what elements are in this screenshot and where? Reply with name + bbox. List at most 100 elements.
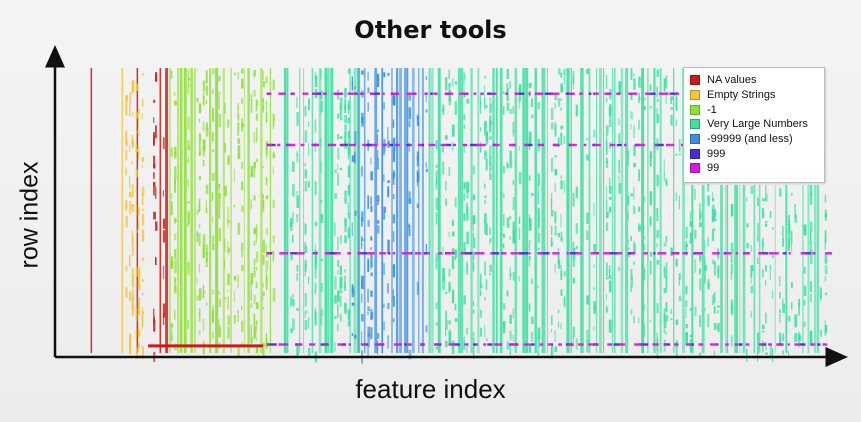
- mark-99999-and-less-segment: [367, 343, 369, 356]
- mark-very-large-numbers-segment: [665, 331, 667, 335]
- mark-very-large-numbers-segment: [296, 214, 299, 222]
- mark-very-large-numbers-segment: [337, 148, 340, 160]
- mark-1-segment: [272, 79, 275, 91]
- mark-very-large-numbers-segment: [563, 271, 566, 277]
- mark-very-large-numbers-segment: [512, 221, 515, 233]
- mark-99-row: [300, 143, 305, 147]
- slide-title: Other tools: [354, 16, 507, 44]
- mark-very-large-numbers-segment: [337, 269, 339, 275]
- mark-99999-and-less-segment: [377, 225, 380, 234]
- mark-very-large-numbers-segment: [448, 282, 451, 289]
- mark-very-large-numbers-segment: [656, 229, 660, 238]
- mark-very-large-numbers-segment: [537, 227, 539, 234]
- mark-very-large-numbers-segment: [675, 192, 678, 201]
- mark-very-large-numbers-segment: [537, 173, 540, 186]
- mark-empty-strings-segment: [131, 250, 134, 257]
- mark-1-segment: [253, 258, 256, 266]
- mark-very-large-numbers-segment: [663, 288, 666, 294]
- legend-swatch: [690, 148, 700, 159]
- mark-1-segment: [205, 85, 208, 96]
- mark-99-row: [490, 252, 494, 255]
- mark-very-large-numbers-segment: [771, 227, 774, 230]
- mark-very-large-numbers-segment: [512, 334, 514, 342]
- mark-very-large-numbers-segment: [717, 247, 719, 256]
- mark-99999-and-less-segment: [387, 72, 390, 76]
- mark-very-large-numbers-segment: [704, 256, 706, 271]
- mark-1-segment: [174, 279, 177, 291]
- mark-999-row: [653, 252, 656, 255]
- mark-99-row: [635, 143, 645, 147]
- mark-99-row: [333, 92, 344, 95]
- mark-very-large-numbers-segment: [746, 348, 748, 362]
- mark-very-large-numbers-segment: [344, 190, 347, 204]
- mark-99-row: [624, 143, 627, 147]
- mark-very-large-numbers-segment: [809, 330, 813, 345]
- mark-1-segment: [241, 181, 243, 191]
- mark-empty-strings-segment: [135, 83, 139, 91]
- mark-very-large-numbers-segment: [618, 81, 621, 95]
- mark-very-large-numbers-segment: [320, 101, 323, 112]
- mark-1-segment: [233, 72, 236, 75]
- mark-1-segment: [241, 98, 243, 104]
- mark-very-large-numbers-segment: [798, 298, 801, 306]
- mark-1-segment: [196, 68, 198, 71]
- mark-very-large-numbers-segment: [435, 257, 437, 270]
- mark-na-values-column: [165, 68, 169, 353]
- mark-1-segment: [255, 235, 257, 244]
- mark-empty-strings-segment: [131, 81, 133, 95]
- mark-99-row: [575, 252, 582, 255]
- mark-very-large-numbers-segment: [762, 330, 765, 333]
- mark-very-large-numbers-column: [428, 68, 431, 353]
- mark-99999-and-less-segment: [367, 333, 370, 347]
- mark-very-large-numbers-segment: [779, 332, 781, 346]
- mark-very-large-numbers-column: [582, 68, 584, 353]
- mark-very-large-numbers-segment: [643, 106, 646, 111]
- mark-99-row: [725, 343, 729, 346]
- mark-very-large-numbers-segment: [711, 228, 715, 241]
- mark-very-large-numbers-segment: [484, 120, 487, 133]
- mark-1-column: [183, 68, 187, 353]
- mark-1-segment: [202, 234, 206, 246]
- mark-1-segment: [262, 254, 265, 265]
- mark-99-row: [682, 252, 689, 255]
- mark-very-large-numbers-segment: [824, 252, 828, 264]
- mark-empty-strings-segment: [141, 313, 144, 327]
- mark-very-large-numbers-segment: [618, 133, 621, 143]
- mark-very-large-numbers-segment: [670, 309, 673, 314]
- mark-999-row: [540, 252, 550, 255]
- mark-very-large-numbers-segment: [463, 124, 466, 129]
- mark-very-large-numbers-segment: [627, 195, 630, 206]
- mark-empty-strings-segment: [137, 131, 140, 136]
- mark-na-values-segment: [153, 308, 155, 317]
- mark-very-large-numbers-column: [327, 68, 330, 353]
- mark-99999-and-less-segment: [370, 327, 372, 340]
- mark-very-large-numbers-segment: [713, 323, 717, 330]
- mark-99-row: [312, 252, 318, 255]
- mark-very-large-numbers-segment: [665, 315, 669, 322]
- mark-1-segment: [202, 341, 205, 355]
- mark-very-large-numbers-segment: [605, 294, 607, 300]
- mark-very-large-numbers-segment: [537, 215, 540, 229]
- mark-very-large-numbers-segment: [479, 274, 482, 285]
- mark-very-large-numbers-segment: [605, 186, 608, 200]
- mark-very-large-numbers-segment: [554, 330, 556, 334]
- mark-very-large-numbers-column: [641, 68, 645, 353]
- mark-very-large-numbers-segment: [675, 319, 679, 325]
- mark-very-large-numbers-column: [682, 68, 685, 353]
- mark-very-large-numbers-segment: [334, 276, 337, 290]
- mark-very-large-numbers-segment: [448, 320, 451, 325]
- legend-swatch: [690, 163, 700, 174]
- mark-very-large-numbers-segment: [794, 333, 797, 342]
- mark-99-row: [278, 92, 286, 95]
- mark-99-row: [500, 252, 507, 255]
- mark-1-segment: [265, 100, 268, 112]
- mark-very-large-numbers-segment: [782, 303, 785, 313]
- mark-very-large-numbers-segment: [771, 348, 774, 362]
- mark-very-large-numbers-segment: [550, 107, 554, 120]
- mark-99-row: [342, 143, 345, 147]
- mark-999-row: [649, 92, 656, 95]
- mark-very-large-numbers-segment: [314, 142, 316, 153]
- mark-99-row: [537, 252, 543, 255]
- mark-1-column: [179, 68, 183, 353]
- mark-very-large-numbers-segment: [765, 280, 767, 286]
